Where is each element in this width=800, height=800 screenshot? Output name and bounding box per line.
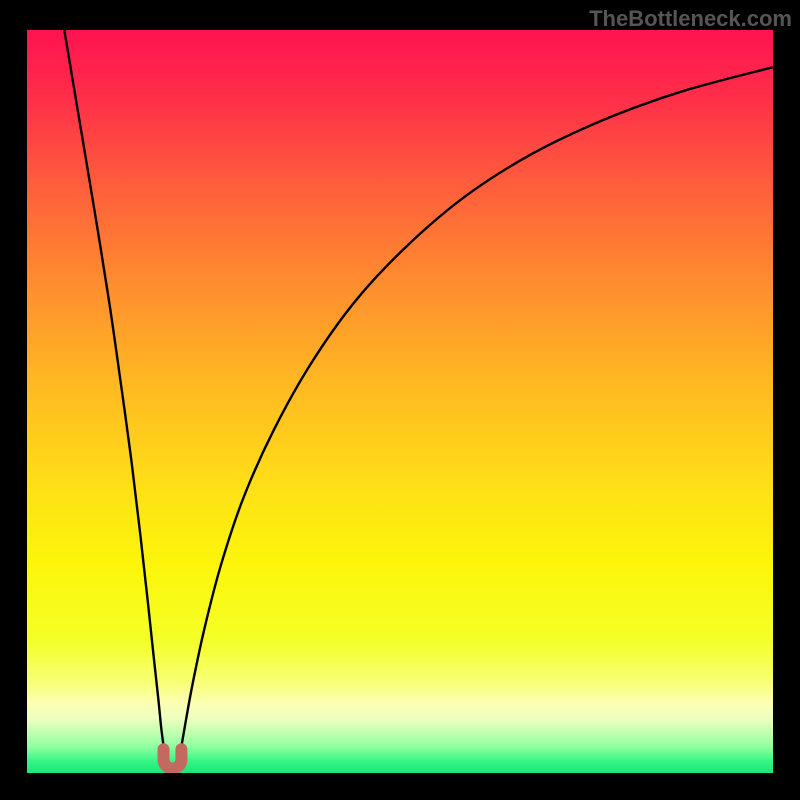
plot-area [27, 30, 773, 773]
bottleneck-chart [0, 0, 800, 800]
gradient-background [27, 30, 773, 773]
chart-stage: TheBottleneck.com [0, 0, 800, 800]
watermark-text: TheBottleneck.com [589, 6, 792, 32]
